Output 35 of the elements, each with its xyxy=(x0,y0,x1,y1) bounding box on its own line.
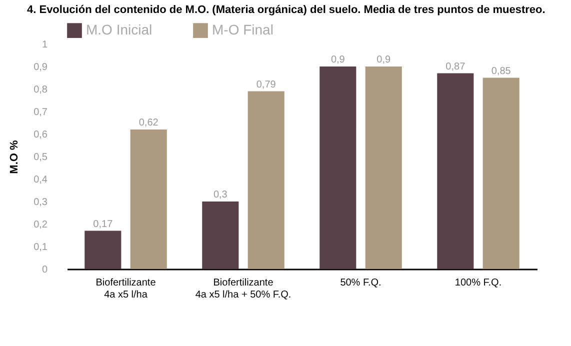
data-label: 0,3 xyxy=(213,190,228,200)
chart-title: 4. Evolución del contenido de M.O. (Materia orgánica) del suelo. Media de tres puntos de muestreo. xyxy=(27,4,546,16)
y-tick-label: 0,6 xyxy=(34,130,48,140)
y-tick-label: 0,4 xyxy=(34,174,48,186)
bar xyxy=(365,66,402,269)
legend-label: M.O Inicial xyxy=(86,22,152,38)
y-tick-label: 0,1 xyxy=(34,242,48,253)
bar xyxy=(202,202,239,269)
x-tick-label: Biofertilizante 4a x5 l/ha + 50% F.Q. xyxy=(195,278,292,300)
bar xyxy=(248,91,284,269)
y-tick-label: 0,9 xyxy=(34,62,48,73)
y-tick-label: 0,5 xyxy=(34,152,48,163)
bar xyxy=(437,73,474,269)
y-tick-label: 0,3 xyxy=(34,197,48,208)
bar xyxy=(482,78,520,269)
y-tick-label: 0,8 xyxy=(34,84,48,96)
bar xyxy=(320,66,356,269)
data-label: 0,17 xyxy=(93,218,114,230)
bar xyxy=(84,230,122,269)
x-tick-label: 100% F.Q. xyxy=(454,278,502,288)
bar xyxy=(130,130,167,269)
y-axis-title: M.O % xyxy=(8,140,21,174)
y-tick-label: 1 xyxy=(42,40,48,50)
y-tick-label: 0,2 xyxy=(34,220,48,230)
legend-label: M-O Final xyxy=(212,22,274,38)
x-tick-label: 50% F.Q. xyxy=(340,278,382,288)
y-tick-label: 0 xyxy=(42,264,48,276)
data-label: 0,9 xyxy=(376,54,391,66)
data-label: 0,9 xyxy=(330,54,346,66)
data-label: 0,62 xyxy=(138,118,159,128)
y-tick-label: 0,7 xyxy=(34,107,48,118)
data-label: 0,87 xyxy=(446,61,466,72)
data-label: 0,79 xyxy=(256,79,276,90)
x-tick-label: Biofertilizante 4a x5 l/ha xyxy=(96,278,156,300)
data-label: 0,85 xyxy=(491,66,512,77)
